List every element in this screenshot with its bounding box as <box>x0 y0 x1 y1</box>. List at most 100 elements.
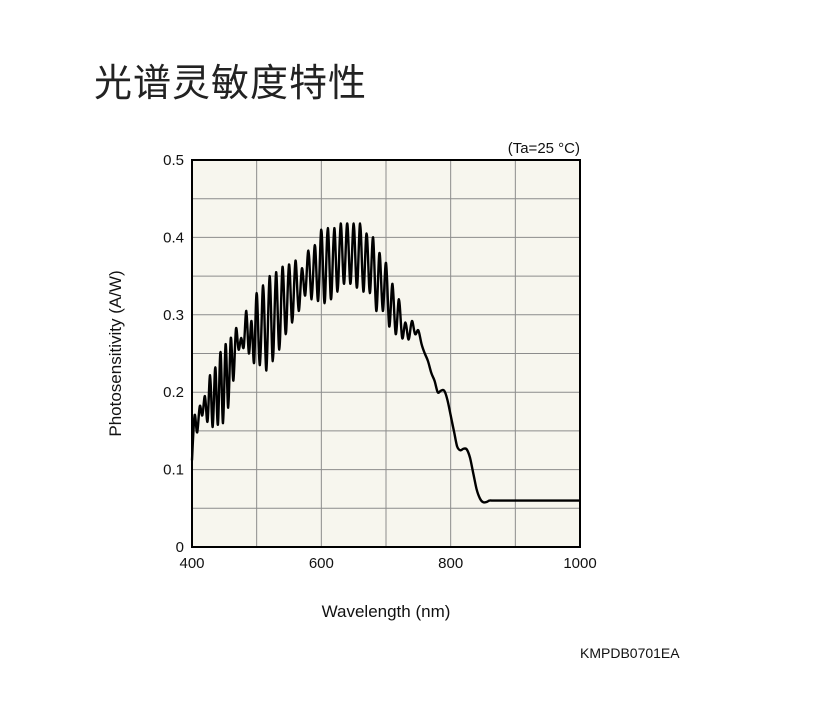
data-point <box>346 222 348 224</box>
data-point <box>579 499 581 501</box>
data-point <box>265 369 267 371</box>
data-point <box>559 499 561 501</box>
data-point <box>298 310 300 312</box>
data-point <box>417 329 419 331</box>
data-point <box>353 222 355 224</box>
data-point <box>521 499 523 501</box>
data-point <box>224 343 226 345</box>
data-point <box>336 290 338 292</box>
data-point <box>250 320 252 322</box>
data-point <box>566 499 568 501</box>
data-point <box>466 448 468 450</box>
data-point <box>272 360 274 362</box>
data-point <box>479 497 481 499</box>
data-point <box>243 346 245 348</box>
data-point <box>333 227 335 229</box>
y-axis-label: Photosensitivity (A/W) <box>106 270 125 436</box>
data-point <box>514 499 516 501</box>
data-point <box>372 236 374 238</box>
data-point <box>563 499 565 501</box>
data-point <box>446 399 448 401</box>
data-point <box>437 391 439 393</box>
data-point <box>268 275 270 277</box>
page-title: 光谱灵敏度特性 <box>94 61 368 105</box>
data-point <box>196 431 198 433</box>
x-tick-label: 400 <box>179 555 204 572</box>
data-point <box>253 362 255 364</box>
data-point <box>498 499 500 501</box>
data-point <box>547 499 549 501</box>
data-point <box>576 499 578 501</box>
data-point <box>248 352 250 354</box>
data-point <box>291 321 293 323</box>
condition-note: (Ta=25 °C) <box>508 140 580 157</box>
data-point <box>469 457 471 459</box>
data-point <box>511 499 513 501</box>
data-point <box>427 360 429 362</box>
data-point <box>356 287 358 289</box>
data-point <box>193 414 195 416</box>
data-point <box>543 499 545 501</box>
data-point <box>485 501 487 503</box>
data-point <box>288 263 290 265</box>
data-point <box>407 338 409 340</box>
data-point <box>553 499 555 501</box>
data-point <box>314 244 316 246</box>
x-tick-label: 1000 <box>563 555 596 572</box>
data-point <box>488 499 490 501</box>
y-tick-label: 0 <box>176 539 184 556</box>
data-point <box>281 266 283 268</box>
series-line <box>190 222 580 504</box>
data-point <box>540 499 542 501</box>
data-point <box>450 414 452 416</box>
data-point <box>365 232 367 234</box>
data-point <box>443 390 445 392</box>
data-point <box>201 414 203 416</box>
data-point <box>424 352 426 354</box>
data-point <box>440 390 442 392</box>
data-point <box>433 379 435 381</box>
data-point <box>232 379 234 381</box>
x-tick-label: 600 <box>309 555 334 572</box>
data-point <box>343 283 345 285</box>
data-point <box>391 283 393 285</box>
data-point <box>320 229 322 231</box>
data-point <box>237 348 239 350</box>
data-point <box>230 337 232 339</box>
data-point <box>369 292 371 294</box>
data-point <box>206 420 208 422</box>
data-point <box>459 449 461 451</box>
data-point <box>245 310 247 312</box>
data-point <box>527 499 529 501</box>
data-point <box>191 459 193 461</box>
data-point <box>327 227 329 229</box>
data-point <box>204 395 206 397</box>
data-point <box>385 262 387 264</box>
y-tick-label: 0.1 <box>163 462 184 479</box>
data-point <box>388 325 390 327</box>
data-point <box>294 259 296 261</box>
data-point <box>530 499 532 501</box>
data-point <box>359 222 361 224</box>
y-tick-label: 0.2 <box>163 384 184 401</box>
y-axis-ticks: 0 0.1 0.2 0.3 0.4 0.5 <box>163 152 184 556</box>
data-point <box>262 284 264 286</box>
data-point <box>572 499 574 501</box>
data-point <box>214 366 216 368</box>
data-point <box>222 422 224 424</box>
data-point <box>378 252 380 254</box>
data-point <box>259 364 261 366</box>
data-point <box>209 374 211 376</box>
data-point <box>256 292 258 294</box>
data-point <box>375 310 377 312</box>
data-point <box>362 290 364 292</box>
data-point <box>240 337 242 339</box>
data-point <box>430 372 432 374</box>
data-point <box>199 405 201 407</box>
data-point <box>462 448 464 450</box>
data-point <box>219 351 221 353</box>
data-point <box>482 501 484 503</box>
data-point <box>537 499 539 501</box>
x-tick-label: 800 <box>438 555 463 572</box>
